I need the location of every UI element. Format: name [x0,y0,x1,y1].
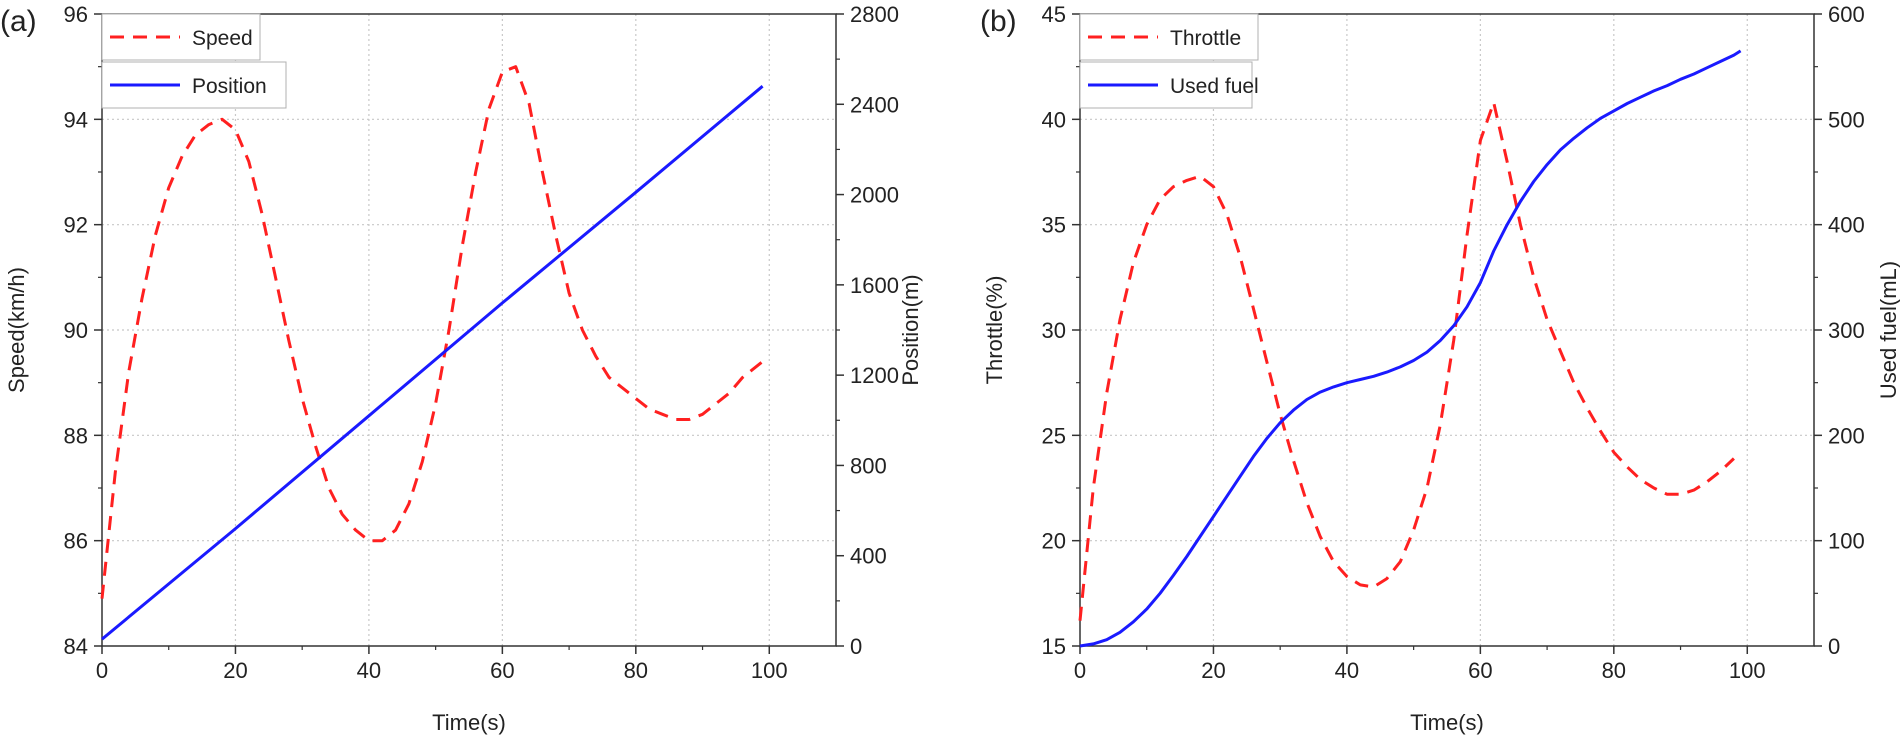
x-tick-label-40: 40 [1335,658,1359,683]
x-tick-label-40: 40 [357,658,381,683]
right-tick-label-100: 100 [1828,529,1865,554]
right-tick-label-400: 400 [850,544,887,569]
throttle-line [1078,101,1735,621]
legend-label-position: Position [192,75,267,98]
panel-b-label: (b) [980,5,1017,38]
left-tick-label-15: 15 [1042,634,1066,659]
left-tick-label-35: 35 [1042,213,1066,238]
right-tick-label-2000: 2000 [850,183,899,208]
x-tick-label-60: 60 [1468,658,1492,683]
right-tick-label-800: 800 [850,453,887,478]
legend-box-speed [101,13,261,61]
position-line [101,85,764,641]
used-fuel-line [1079,49,1742,648]
panel-a-legend: Speed Position [101,13,287,109]
x-tick-label-80: 80 [1602,658,1626,683]
left-tick-label-25: 25 [1042,423,1066,448]
left-tick-label-88: 88 [64,423,88,448]
panel-a-left-axis-title: Speed(km/h) [4,267,29,393]
panel-a-speed-position: (a) 0 20 40 60 80 100 84 86 88 90 92 94 96 0 400 800 1… [0,2,923,735]
right-tick-label-200: 200 [1828,423,1865,448]
panel-b-grid [1080,14,1814,646]
right-tick-label-1200: 1200 [850,363,899,388]
x-tick-label-0: 0 [96,658,108,683]
panel-b-throttle-fuel: (b) 0 20 40 60 80 100 15 20 25 30 35 40 45 0 100 200 3… [980,2,1900,735]
panel-b-left-tick-labels: 15 20 25 30 35 40 45 [1042,2,1066,659]
left-tick-label-20: 20 [1042,529,1066,554]
x-tick-label-20: 20 [1201,658,1225,683]
right-tick-label-1600: 1600 [850,273,899,298]
right-tick-label-2800: 2800 [850,2,899,27]
right-tick-label-2400: 2400 [850,92,899,117]
left-tick-label-92: 92 [64,213,88,238]
left-tick-label-30: 30 [1042,318,1066,343]
x-tick-label-100: 100 [1729,658,1766,683]
x-tick-label-100: 100 [751,658,788,683]
right-tick-label-500: 500 [1828,107,1865,132]
legend-label-speed: Speed [192,27,253,50]
panel-a-series [100,65,764,641]
legend-label-used-fuel: Used fuel [1170,75,1259,98]
panel-a-right-tick-labels: 0 400 800 1200 1600 2000 2400 2800 [850,2,899,659]
speed-line [100,65,764,599]
left-tick-label-90: 90 [64,318,88,343]
panel-b-right-tick-labels: 0 100 200 300 400 500 600 [1828,2,1865,659]
right-tick-label-600: 600 [1828,2,1865,27]
x-tick-label-0: 0 [1074,658,1086,683]
x-tick-label-80: 80 [624,658,648,683]
panel-b-legend: Throttle Used fuel [1079,13,1259,109]
panel-b-ticks [1072,13,1822,654]
left-tick-label-94: 94 [64,107,88,132]
left-tick-label-84: 84 [64,634,88,659]
right-tick-label-0: 0 [1828,634,1840,659]
left-tick-label-96: 96 [64,2,88,27]
x-tick-label-20: 20 [223,658,247,683]
left-tick-label-40: 40 [1042,107,1066,132]
panel-a-ticks [94,13,844,654]
right-tick-label-0: 0 [850,634,862,659]
panel-b-right-axis-title: Used fuel(mL) [1876,261,1900,399]
panel-b-x-axis-title: Time(s) [1410,710,1484,735]
panel-a-label: (a) [0,5,37,38]
panel-b-x-tick-labels: 0 20 40 60 80 100 [1074,658,1766,683]
panel-b-series [1078,49,1742,648]
right-tick-label-400: 400 [1828,213,1865,238]
panel-b-left-axis-title: Throttle(%) [982,276,1007,385]
panel-a-left-tick-labels: 84 86 88 90 92 94 96 [64,2,88,659]
right-tick-label-300: 300 [1828,318,1865,343]
left-tick-label-45: 45 [1042,2,1066,27]
panel-a-right-axis-title: Position(m) [898,274,923,385]
legend-label-throttle: Throttle [1170,27,1241,50]
panel-a-x-axis-title: Time(s) [432,710,506,735]
x-tick-label-60: 60 [490,658,514,683]
panel-a-x-tick-labels: 0 20 40 60 80 100 [96,658,788,683]
legend-box-throttle [1079,13,1259,61]
left-tick-label-86: 86 [64,529,88,554]
